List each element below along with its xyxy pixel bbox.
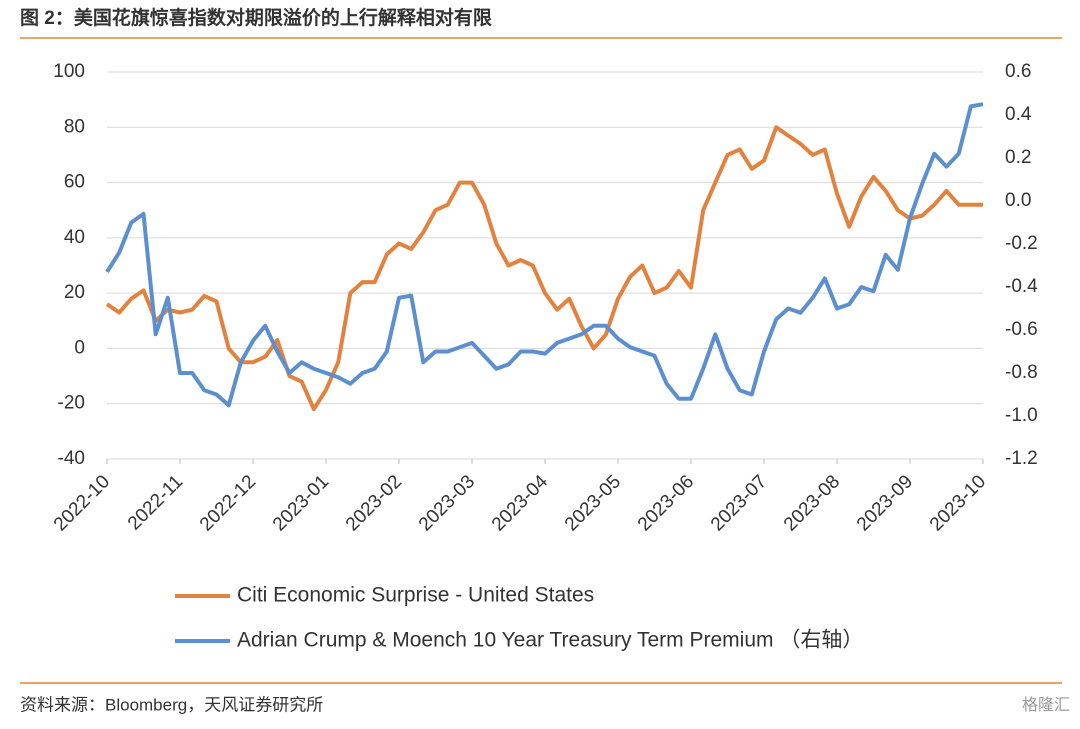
y2-tick-label: 0.2	[1005, 147, 1031, 168]
x-tick-label: 2023-10	[926, 471, 990, 535]
y2-tick-label: 0.0	[1005, 190, 1031, 211]
x-tick-label: 2022-10	[50, 471, 114, 535]
y-tick-label: 40	[64, 227, 85, 248]
y-tick-label: 0	[74, 337, 85, 358]
x-tick-label: 2023-02	[342, 471, 406, 535]
y2-tick-label: -1.2	[1005, 448, 1038, 469]
x-tick-label: 2022-12	[196, 471, 260, 535]
y-tick-label: 100	[53, 61, 85, 82]
series-line	[105, 102, 984, 408]
x-tick-label: 2023-07	[707, 471, 771, 535]
source: 资料来源：Bloomberg，天风证券研究所	[20, 695, 323, 714]
y-tick-label: 20	[64, 282, 85, 303]
legend-label: Citi Economic Surprise - United States	[237, 584, 594, 607]
y-tick-label: -40	[58, 448, 85, 469]
y2-tick-label: 0.4	[1005, 104, 1032, 125]
y2-tick-label: 0.6	[1005, 61, 1031, 82]
x-tick-label: 2023-03	[415, 471, 479, 535]
title: 图 2：美国花旗惊喜指数对期限溢价的上行解释相对有限	[20, 6, 492, 29]
x-tick-label: 2023-08	[780, 471, 844, 535]
y2-tick-label: -0.6	[1005, 319, 1038, 340]
y2-tick-label: -0.2	[1005, 233, 1038, 254]
x-tick-label: 2023-04	[488, 471, 552, 535]
y2-tick-label: -0.4	[1005, 276, 1038, 297]
watermark: 格隆汇	[1022, 696, 1070, 714]
x-tick-label: 2023-05	[561, 471, 625, 535]
x-tick-label: 2022-11	[124, 471, 187, 534]
y2-tick-label: -1.0	[1005, 405, 1038, 426]
y-tick-label: -20	[58, 393, 85, 414]
x-tick-label: 2023-09	[853, 471, 917, 535]
y-tick-label: 60	[64, 172, 85, 193]
x-tick-label: 2023-06	[634, 471, 698, 535]
series-line	[105, 125, 983, 412]
x-tick-label: 2023-01	[269, 471, 333, 535]
legend-label: Adrian Crump & Moench 10 Year Treasury T…	[237, 629, 863, 652]
y-tick-label: 80	[64, 116, 85, 137]
y2-tick-label: -0.8	[1005, 362, 1038, 383]
